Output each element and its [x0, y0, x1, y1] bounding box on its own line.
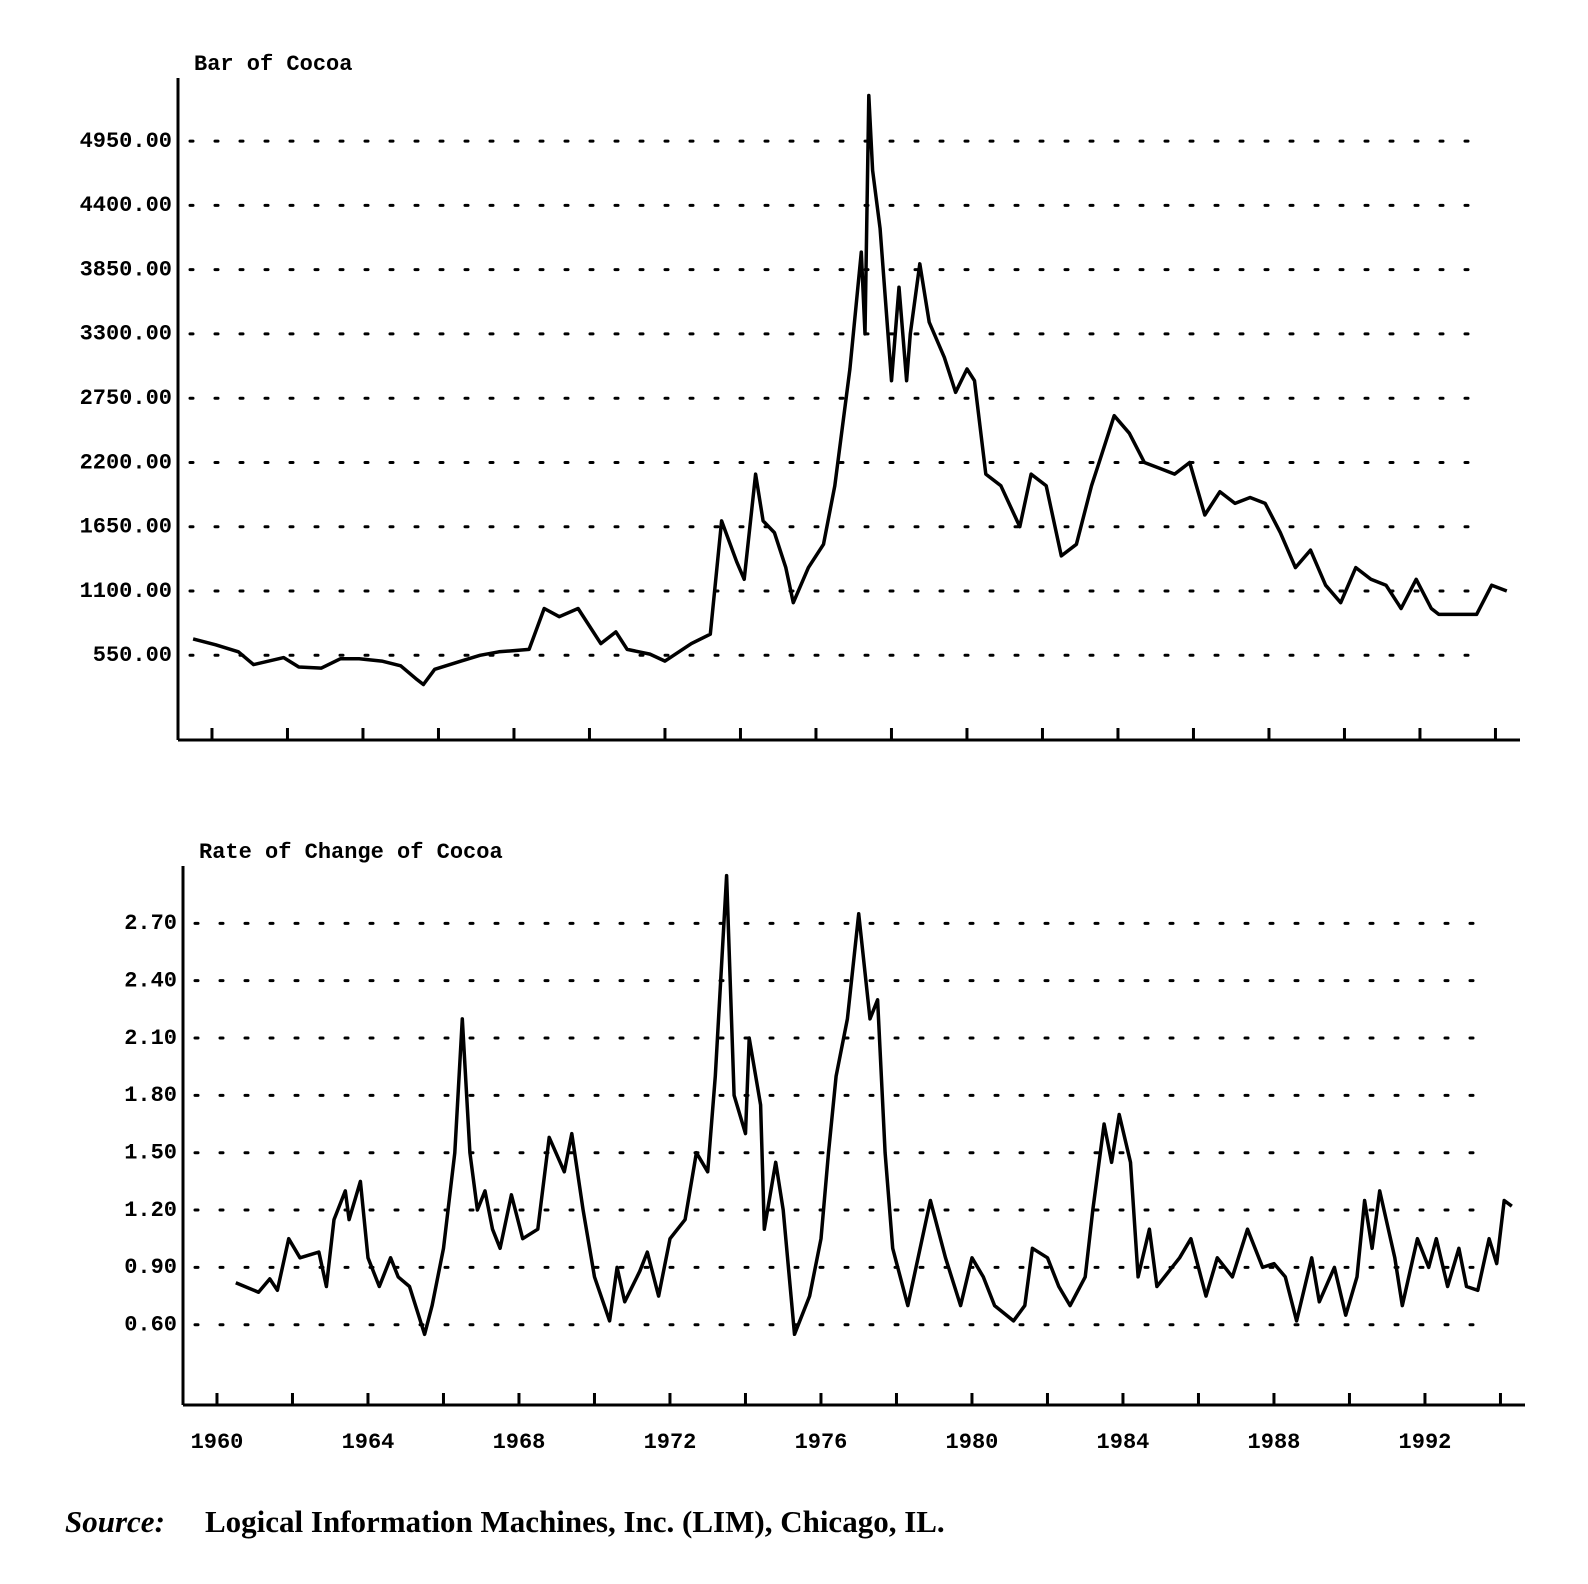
- x-tick-label: 1984: [1097, 1430, 1150, 1455]
- y-tick-label: 1.20: [124, 1198, 177, 1223]
- y-tick-label: 3300.00: [80, 322, 172, 347]
- y-tick-label: 1.80: [124, 1083, 177, 1108]
- y-tick-label: 2750.00: [80, 386, 172, 411]
- y-tick-label: 2.10: [124, 1026, 177, 1051]
- y-tick-label: 1100.00: [80, 579, 172, 604]
- y-tick-label: 0.60: [124, 1313, 177, 1338]
- y-tick-label: 2200.00: [80, 450, 172, 475]
- x-tick-label: 1988: [1248, 1430, 1301, 1455]
- y-tick-label: 550.00: [93, 643, 172, 668]
- x-tick-label: 1976: [795, 1430, 848, 1455]
- y-tick-label: 4400.00: [80, 193, 172, 218]
- x-tick-label: 1960: [191, 1430, 244, 1455]
- source-text: Logical Information Machines, Inc. (LIM)…: [205, 1504, 945, 1539]
- x-tick-label: 1992: [1399, 1430, 1452, 1455]
- x-tick-label: 1980: [946, 1430, 999, 1455]
- chart-title: Bar of Cocoa: [194, 52, 352, 77]
- y-tick-label: 0.90: [124, 1255, 177, 1280]
- source-label: Source:: [65, 1504, 165, 1539]
- x-tick-label: 1972: [644, 1430, 697, 1455]
- y-tick-label: 4950.00: [80, 129, 172, 154]
- y-tick-label: 3850.00: [80, 257, 172, 282]
- price-line: [192, 93, 1508, 687]
- y-tick-label: 1.50: [124, 1141, 177, 1166]
- y-tick-label: 2.40: [124, 968, 177, 993]
- chart-title: Rate of Change of Cocoa: [199, 840, 503, 865]
- price-line: [235, 873, 1513, 1337]
- x-tick-label: 1968: [493, 1430, 546, 1455]
- x-tick-label: 1964: [342, 1430, 395, 1455]
- y-tick-label: 1650.00: [80, 515, 172, 540]
- y-tick-label: 2.70: [124, 911, 177, 936]
